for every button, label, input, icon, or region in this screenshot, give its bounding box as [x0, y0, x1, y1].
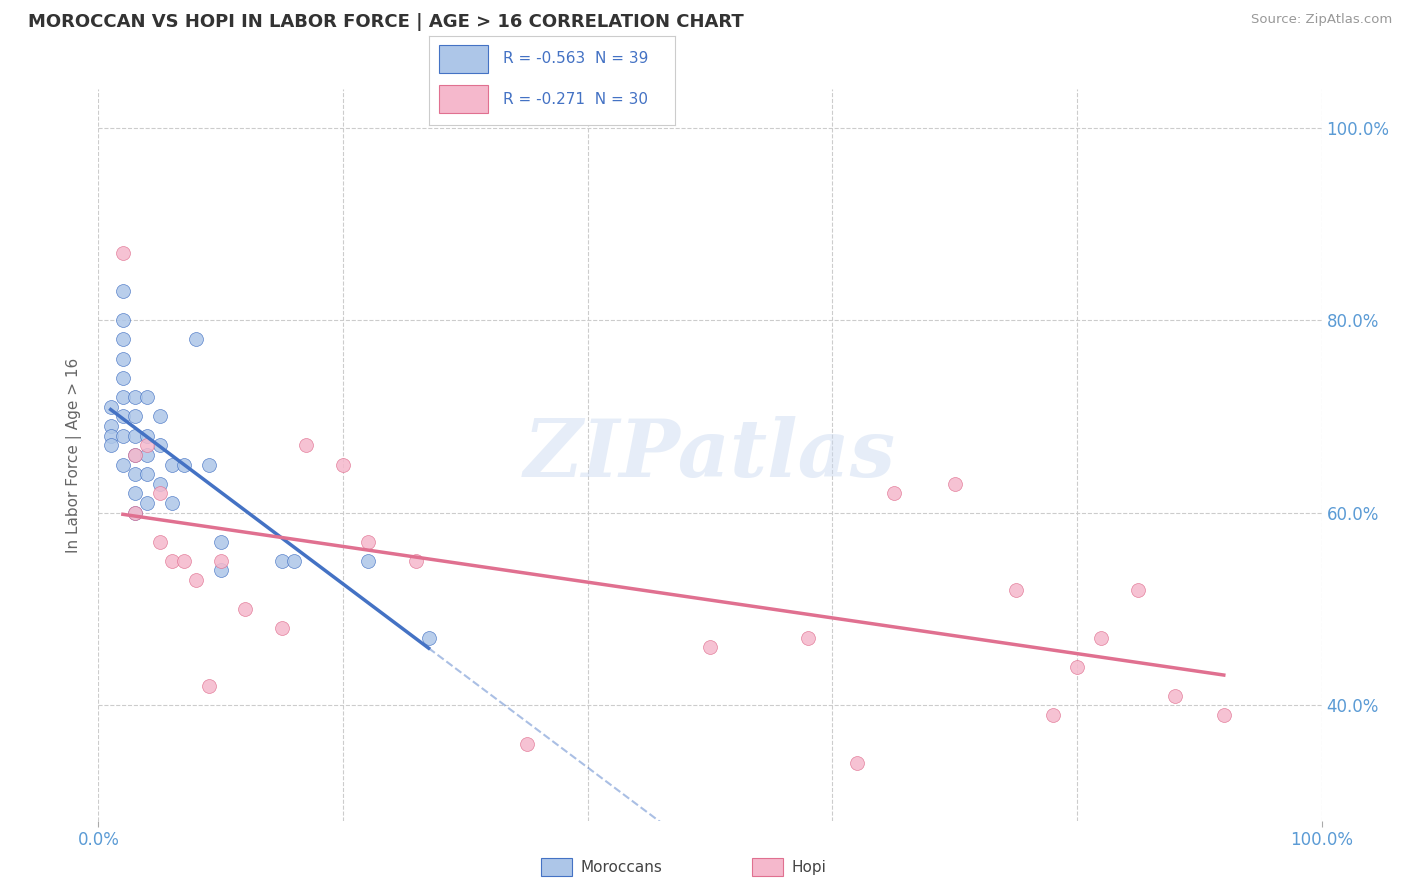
Point [515, 737, 537, 751]
Point [111, 409, 134, 424]
Point [356, 534, 378, 549]
Point [186, 333, 208, 347]
Point [136, 438, 159, 452]
Point [149, 534, 172, 549]
Point [124, 467, 146, 482]
Bar [439, 85, 488, 113]
Point [209, 534, 232, 549]
Point [100, 438, 122, 452]
Point [111, 390, 134, 404]
Point [124, 448, 146, 462]
Point [283, 554, 305, 568]
Point [111, 285, 134, 299]
Point [699, 640, 721, 655]
Text: Moroccans: Moroccans [581, 860, 662, 874]
Text: MOROCCAN VS HOPI IN LABOR FORCE | AGE > 16 CORRELATION CHART: MOROCCAN VS HOPI IN LABOR FORCE | AGE > … [28, 13, 744, 31]
Point [160, 554, 183, 568]
Point [149, 438, 172, 452]
Point [1212, 707, 1234, 722]
Point [124, 506, 146, 520]
Point [149, 476, 172, 491]
Point [111, 428, 134, 442]
Point [332, 458, 354, 472]
Point [136, 390, 159, 404]
Point [100, 400, 122, 414]
Point [100, 419, 122, 434]
Point [149, 409, 172, 424]
Point [1090, 631, 1112, 645]
Point [136, 428, 159, 442]
Point [160, 496, 183, 510]
Point [136, 467, 159, 482]
Point [1164, 689, 1187, 703]
Point [197, 679, 219, 693]
Point [197, 458, 219, 472]
Point [1066, 659, 1088, 673]
Point [1004, 582, 1026, 597]
Point [124, 448, 146, 462]
Point [233, 602, 256, 616]
Point [356, 554, 378, 568]
Point [111, 245, 134, 260]
Point [124, 409, 146, 424]
Point [136, 448, 159, 462]
Point [111, 313, 134, 327]
Point [270, 554, 294, 568]
Point [405, 554, 427, 568]
Text: R = -0.563  N = 39: R = -0.563 N = 39 [503, 52, 648, 66]
Point [124, 486, 146, 500]
Point [124, 428, 146, 442]
Point [418, 631, 440, 645]
Bar [439, 45, 488, 73]
Text: R = -0.271  N = 30: R = -0.271 N = 30 [503, 92, 648, 106]
Point [111, 351, 134, 366]
Point [173, 458, 195, 472]
Point [100, 428, 122, 442]
Text: Hopi: Hopi [792, 860, 827, 874]
Point [186, 573, 208, 587]
Y-axis label: In Labor Force | Age > 16: In Labor Force | Age > 16 [66, 358, 83, 552]
Point [845, 756, 868, 770]
Point [797, 631, 820, 645]
Point [124, 506, 146, 520]
Point [111, 458, 134, 472]
Point [883, 486, 905, 500]
Text: ZIPatlas: ZIPatlas [524, 417, 896, 493]
Text: Source: ZipAtlas.com: Source: ZipAtlas.com [1251, 13, 1392, 27]
Point [943, 476, 966, 491]
Point [1042, 707, 1064, 722]
Point [209, 554, 232, 568]
Point [1128, 582, 1150, 597]
Point [111, 333, 134, 347]
Point [270, 621, 294, 635]
Point [124, 390, 146, 404]
Point [111, 371, 134, 385]
Point [149, 486, 172, 500]
Point [160, 458, 183, 472]
Point [173, 554, 195, 568]
Point [209, 563, 232, 577]
Point [136, 496, 159, 510]
Point [295, 438, 318, 452]
